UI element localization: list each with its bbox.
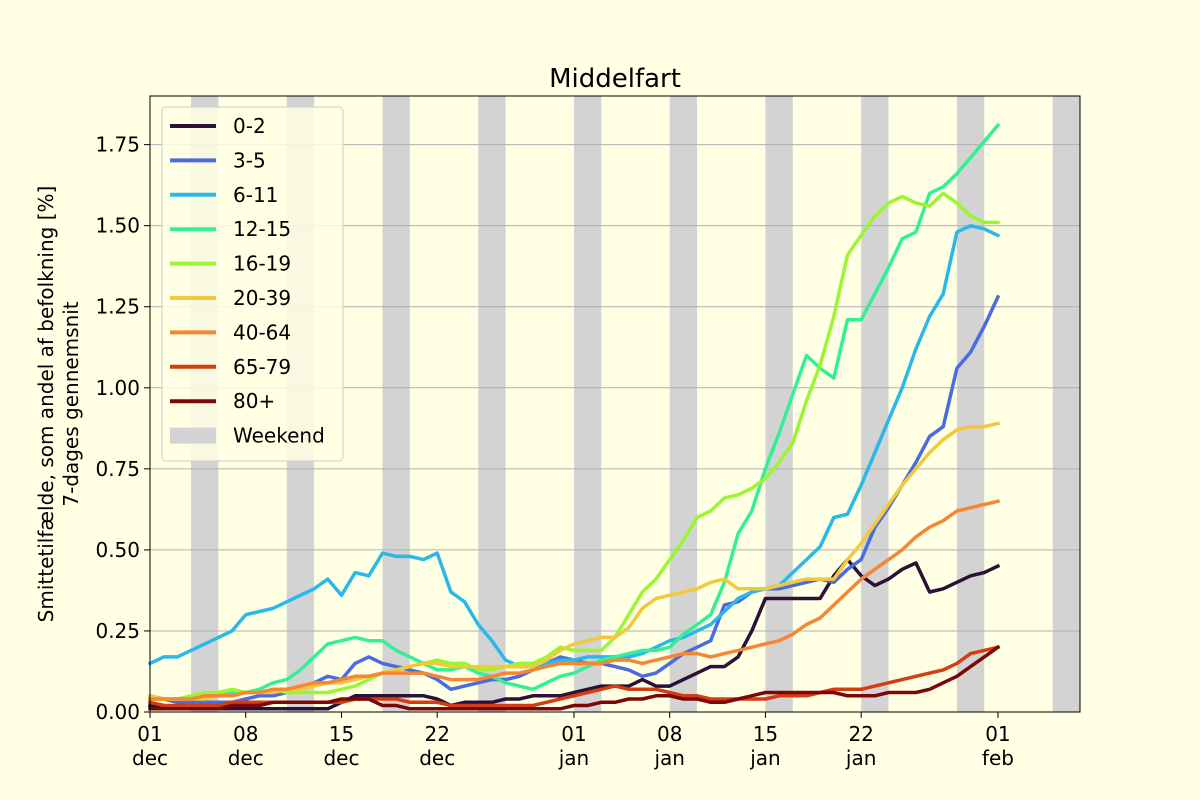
y-tick-label-6: 1.50 (95, 214, 140, 238)
weekend-band-2 (382, 96, 410, 712)
legend-label-80+: 80+ (233, 389, 275, 413)
x-tick-label-0-day: 01 (137, 722, 162, 746)
legend: 0-2 3-5 6-11 12-15 16-19 20-39 40-64 65-79 80+ We… (161, 106, 344, 462)
legend-label-6-11: 6-11 (233, 183, 278, 207)
x-tick-label-6-month: jan (749, 746, 781, 770)
weekend-band-5 (669, 96, 698, 712)
y-axis-label-line1: Smittetilfælde, som andel af befolkning … (34, 186, 58, 623)
y-tick-label-2: 0.50 (95, 538, 140, 562)
legend-label-20-39: 20-39 (233, 286, 291, 310)
weekend-band-3 (478, 96, 506, 712)
y-tick-label-1: 0.25 (95, 619, 140, 643)
x-tick-label-5-month: jan (653, 746, 685, 770)
y-tick-label-5: 1.25 (95, 295, 140, 319)
plot-frame (149, 95, 1081, 713)
x-tick-label-5-day: 08 (657, 722, 682, 746)
x-tick-label-7-month: jan (845, 746, 877, 770)
legend-label-40-64: 40-64 (233, 320, 291, 344)
x-tick-label-3-day: 22 (424, 722, 449, 746)
x-tick-label-6-day: 15 (753, 722, 778, 746)
x-tick-label-3-month: dec (419, 746, 455, 770)
x-tick-label-8-day: 01 (985, 722, 1010, 746)
series-line-6-11 (147, 223, 1001, 669)
x-tick-label-2-month: dec (323, 746, 359, 770)
x-tick-label-1-month: dec (228, 746, 264, 770)
legend-label-16-19: 16-19 (233, 252, 291, 276)
y-tick-label-4: 1.00 (95, 376, 140, 400)
x-tick-label-2-day: 15 (329, 722, 354, 746)
legend-swatch-weekend (170, 427, 216, 444)
weekend-band-7 (861, 96, 889, 712)
series-line-40-64 (148, 499, 1001, 701)
series-line-12-15 (148, 122, 1001, 701)
y-axis: 0.00 0.25 0.50 0.75 1.00 1.25 1.50 1.75 (95, 133, 150, 724)
y-tick-label-7: 1.75 (95, 133, 140, 157)
series-line-80+ (148, 644, 1001, 711)
x-tick-label-4-month: jan (558, 746, 590, 770)
y-axis-label-line2: 7-dages gennemsnit (59, 301, 83, 506)
legend-label-65-79: 65-79 (233, 355, 291, 379)
chart-title: Middelfart (549, 64, 681, 94)
legend-label-weekend: Weekend (233, 424, 325, 448)
series-line-0-2 (147, 557, 1001, 711)
x-axis: 01dec08dec15dec22dec01jan08jan15jan22jan… (132, 712, 1014, 770)
legend-label-12-15: 12-15 (233, 217, 291, 241)
weekend-band-9 (1052, 96, 1080, 712)
weekend-band-4 (573, 96, 602, 712)
x-tick-label-4-day: 01 (561, 722, 586, 746)
weekend-band-8 (956, 96, 985, 712)
legend-label-3-5: 3-5 (233, 148, 266, 172)
x-tick-label-8-month: feb (982, 746, 1014, 770)
y-tick-label-3: 0.75 (95, 457, 140, 481)
x-tick-label-1-day: 08 (233, 722, 258, 746)
y-tick-label-0: 0.00 (95, 700, 140, 724)
legend-label-0-2: 0-2 (233, 114, 266, 138)
x-tick-label-0-month: dec (132, 746, 168, 770)
series-lines (147, 122, 1001, 711)
series-line-16-19 (148, 191, 1000, 701)
x-tick-label-7-day: 22 (848, 722, 873, 746)
